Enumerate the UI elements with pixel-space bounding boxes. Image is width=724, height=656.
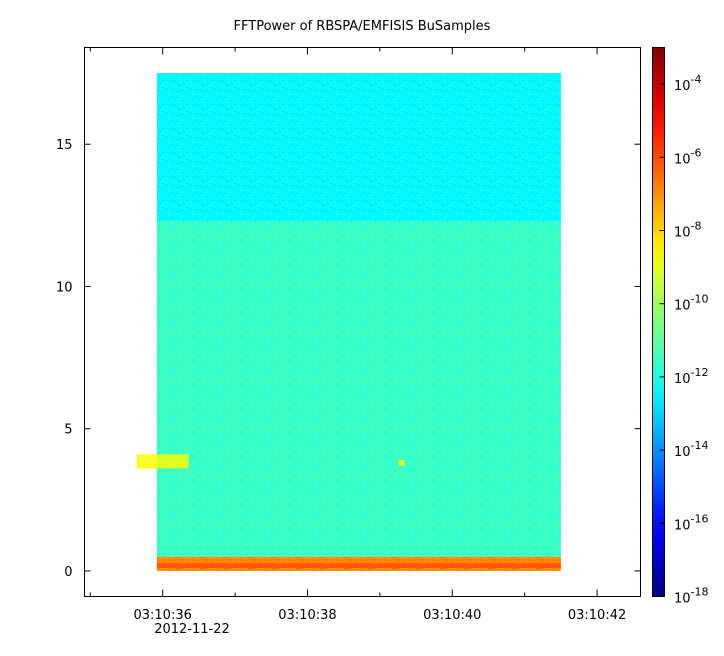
colorbar-gradient <box>652 47 665 597</box>
y-tick-label: 0 <box>64 565 72 580</box>
x-axis: 03:10:36 03:10:38 03:10:40 03:10:42 <box>89 47 626 623</box>
colorbar-tick-label: 10-12 <box>674 366 709 387</box>
y-tick-label: 15 <box>56 138 73 153</box>
x-tick-label: 03:10:42 <box>568 608 626 623</box>
spectrogram-image <box>136 73 561 571</box>
colorbar: 10-4 10-6 10-8 10-10 10-12 10-14 10-16 10-18 <box>652 47 709 607</box>
power-spot <box>136 454 189 469</box>
colorbar-tick-label: 10-6 <box>674 146 702 167</box>
y-tick-label: 5 <box>64 423 72 438</box>
colorbar-tick-label: 10-4 <box>674 73 702 94</box>
spectrogram-band <box>156 221 561 557</box>
colorbar-tick-label: 10-14 <box>674 439 709 460</box>
y-axis: 0 5 10 15 <box>56 138 641 580</box>
chart-title: FFTPower of RBSPA/EMFISIS BuSamples <box>234 19 491 34</box>
x-tick-label: 03:10:36 <box>133 608 191 623</box>
x-tick-label: 03:10:38 <box>278 608 336 623</box>
x-date-label: 2012-11-22 <box>154 622 230 637</box>
power-spot <box>398 459 405 466</box>
x-tick-label: 03:10:40 <box>423 608 481 623</box>
spectrogram-band-core <box>156 563 561 569</box>
colorbar-tick-label: 10-16 <box>674 512 709 533</box>
spectrogram-band <box>156 73 561 222</box>
colorbar-tick-label: 10-10 <box>674 293 709 314</box>
colorbar-tick-label: 10-8 <box>674 220 702 241</box>
y-tick-label: 10 <box>56 280 73 295</box>
colorbar-tick-label: 10-18 <box>674 586 709 607</box>
